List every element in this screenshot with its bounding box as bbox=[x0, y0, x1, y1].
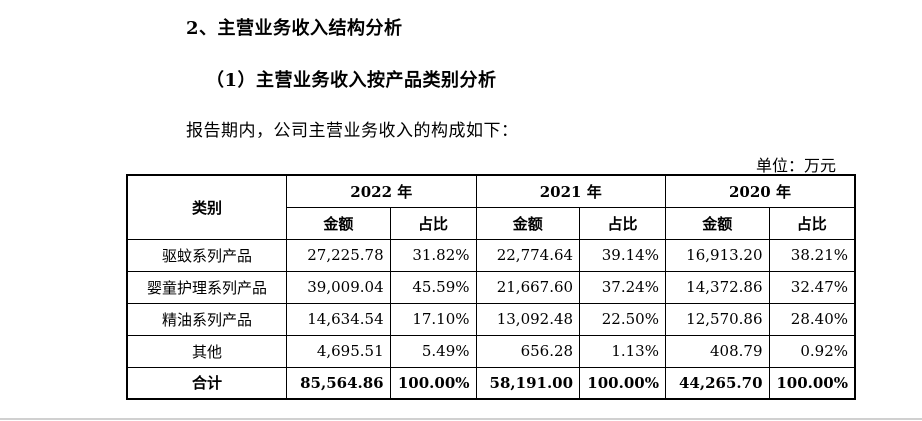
cell-ratio-2021: 22.50% bbox=[579, 302, 666, 336]
page-bottom-divider bbox=[0, 418, 922, 420]
cell-amount-2021: 656.28 bbox=[475, 334, 581, 368]
row-category: 婴童护理系列产品 bbox=[126, 270, 288, 304]
subsection-heading: （1）主营业务收入按产品类别分析 bbox=[206, 70, 497, 91]
category-header: 类别 bbox=[126, 174, 288, 240]
cell-amount-2020: 14,372.86 bbox=[664, 270, 770, 304]
section-heading: 2、主营业务收入结构分析 bbox=[186, 18, 403, 39]
total-amount-2021: 58,191.00 bbox=[475, 366, 581, 400]
total-ratio-2022: 100.00% bbox=[389, 366, 477, 400]
year-header-2020: 2020 年 bbox=[664, 174, 856, 208]
table-row: 婴童护理系列产品 39,009.04 45.59% 21,667.60 37.2… bbox=[126, 270, 856, 304]
table-header-row-sub: 金额 占比 金额 占比 金额 占比 bbox=[127, 206, 856, 240]
cell-amount-2021: 22,774.64 bbox=[475, 238, 581, 272]
cell-amount-2022: 27,225.78 bbox=[286, 238, 391, 272]
intro-paragraph: 报告期内，公司主营业务收入的构成如下： bbox=[186, 121, 519, 141]
ratio-header-2022: 占比 bbox=[389, 206, 477, 240]
table-row: 精油系列产品 14,634.54 17.10% 13,092.48 22.50%… bbox=[126, 302, 856, 336]
total-category: 合计 bbox=[126, 366, 288, 400]
cell-ratio-2020: 28.40% bbox=[768, 302, 856, 336]
table-header-row-years: 类别 2022 年 2021 年 2020 年 bbox=[126, 174, 856, 240]
cell-amount-2022: 4,695.51 bbox=[286, 334, 391, 368]
revenue-structure-table: 类别 2022 年 2021 年 2020 年 金额 占比 金额 占比 金额 占… bbox=[126, 174, 856, 400]
cell-amount-2020: 12,570.86 bbox=[664, 302, 770, 336]
row-category: 精油系列产品 bbox=[126, 302, 288, 336]
cell-ratio-2022: 31.82% bbox=[389, 238, 477, 272]
amount-header-2020: 金额 bbox=[664, 206, 770, 240]
cell-amount-2020: 16,913.20 bbox=[664, 238, 770, 272]
cell-ratio-2021: 1.13% bbox=[579, 334, 666, 368]
ratio-header-2020: 占比 bbox=[768, 206, 856, 240]
year-header-2022: 2022 年 bbox=[286, 174, 477, 208]
total-ratio-2020: 100.00% bbox=[768, 366, 856, 400]
total-ratio-2021: 100.00% bbox=[579, 366, 666, 400]
unit-label: 单位：万元 bbox=[755, 156, 836, 175]
amount-header-2022: 金额 bbox=[286, 206, 391, 240]
cell-ratio-2020: 38.21% bbox=[768, 238, 856, 272]
ratio-header-2021: 占比 bbox=[579, 206, 666, 240]
cell-ratio-2021: 37.24% bbox=[579, 270, 666, 304]
row-category: 其他 bbox=[126, 334, 288, 368]
cell-ratio-2021: 39.14% bbox=[579, 238, 666, 272]
cell-ratio-2022: 5.49% bbox=[389, 334, 477, 368]
cell-ratio-2020: 0.92% bbox=[768, 334, 856, 368]
cell-ratio-2020: 32.47% bbox=[768, 270, 856, 304]
cell-amount-2020: 408.79 bbox=[664, 334, 770, 368]
amount-header-2021: 金额 bbox=[475, 206, 581, 240]
cell-amount-2021: 21,667.60 bbox=[475, 270, 581, 304]
year-header-2021: 2021 年 bbox=[475, 174, 666, 208]
cell-amount-2022: 14,634.54 bbox=[286, 302, 391, 336]
total-amount-2022: 85,564.86 bbox=[286, 366, 391, 400]
row-category: 驱蚊系列产品 bbox=[126, 238, 288, 272]
cell-ratio-2022: 17.10% bbox=[389, 302, 477, 336]
table-total-row: 合计 85,564.86 100.00% 58,191.00 100.00% 4… bbox=[126, 366, 856, 400]
cell-amount-2021: 13,092.48 bbox=[475, 302, 581, 336]
total-amount-2020: 44,265.70 bbox=[664, 366, 770, 400]
cell-ratio-2022: 45.59% bbox=[389, 270, 477, 304]
table-row: 其他 4,695.51 5.49% 656.28 1.13% 408.79 0.… bbox=[126, 334, 856, 368]
cell-amount-2022: 39,009.04 bbox=[286, 270, 391, 304]
table-row: 驱蚊系列产品 27,225.78 31.82% 22,774.64 39.14%… bbox=[126, 238, 856, 272]
